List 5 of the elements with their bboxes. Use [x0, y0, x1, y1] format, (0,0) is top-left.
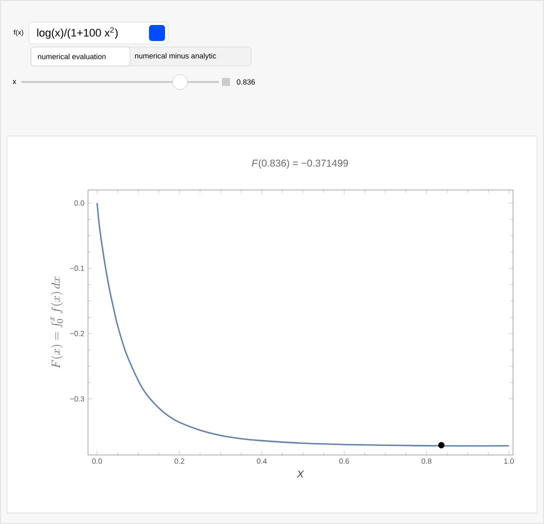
chart-title: F(0.836) = −0.371499: [252, 159, 348, 169]
line-series: [96, 202, 510, 447]
y-axis-title: $F(x)=\int_{0}^{x} f(x)\,dx$: [50, 276, 64, 368]
text: log(x)/(1+100 x$^{2}$): [37, 27, 118, 39]
x-axis-title: x: [296, 470, 304, 478]
